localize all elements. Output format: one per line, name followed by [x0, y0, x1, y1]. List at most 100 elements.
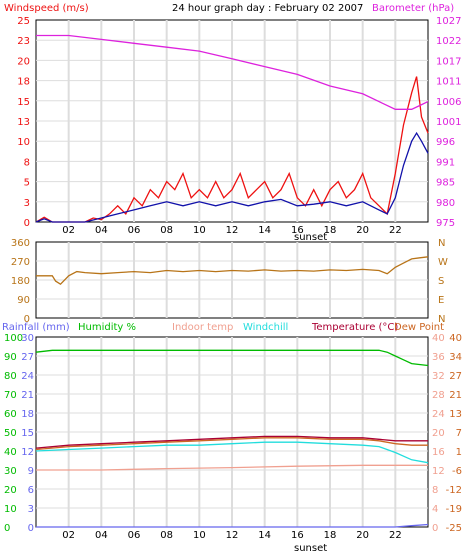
x-tick-label: 02: [62, 530, 75, 541]
barometer-y-tick-label: 985: [436, 178, 455, 189]
humidity-y-tick-label: 80: [4, 371, 17, 382]
rainfall-y-tick-label: 30: [21, 333, 34, 344]
direction-y-tick-label: 90: [17, 295, 30, 306]
humidity-y-tick-label: 40: [4, 447, 17, 458]
rainfall-y-tick-label: 21: [21, 390, 34, 401]
wind-y-tick-label: 10: [17, 137, 30, 148]
x-tick-label: 08: [160, 530, 173, 541]
x-tick-label: 22: [389, 225, 402, 236]
wind-y-tick-label: 25: [17, 16, 30, 27]
wind-y-tick-label: 15: [17, 97, 30, 108]
sunset-label-2: sunset: [294, 543, 327, 554]
indoor-y-tick-label: 40: [432, 333, 445, 344]
x-tick-label: 12: [226, 530, 239, 541]
indoor-y-tick-label: 16: [432, 447, 445, 458]
barometer-axis-label: Barometer (hPa): [372, 3, 454, 14]
indoor-y-tick-label: 4: [432, 504, 438, 515]
compass-tick-label: N: [438, 314, 445, 325]
temperature-y-tick-label: -6: [452, 466, 462, 477]
temperature-y-tick-label: 27: [449, 371, 462, 382]
compass-tick-label: N: [438, 238, 445, 249]
x-tick-label: 10: [193, 225, 206, 236]
barometer-y-tick-label: 991: [436, 157, 455, 168]
x-tick-label: 20: [356, 530, 369, 541]
barometer-y-tick-label: 1017: [436, 56, 461, 67]
series-lines: [35, 34, 429, 528]
series-line: [36, 523, 429, 528]
rainfall-y-tick-label: 9: [28, 466, 34, 477]
temperature-y-tick-label: 1: [456, 447, 462, 458]
wind-y-tick-label: 18: [17, 77, 30, 88]
wind-y-tick-label: 13: [17, 117, 30, 128]
rainfall-y-tick-label: 24: [21, 371, 34, 382]
barometer-y-tick-label: 1022: [436, 36, 461, 47]
compass-tick-label: W: [438, 257, 448, 268]
barometer-y-tick-label: 975: [436, 218, 455, 229]
x-tick-label: 06: [128, 530, 141, 541]
wind-y-tick-label: 5: [24, 178, 30, 189]
series-line: [35, 437, 428, 451]
indoor-y-tick-label: 20: [432, 428, 445, 439]
rainfall-axis-label: Rainfall (mm): [2, 322, 70, 333]
temperature-axis-label: Temperature (°C): [311, 322, 398, 333]
temperature-y-tick-label: -12: [446, 485, 462, 496]
rainfall-y-tick-label: 27: [21, 352, 34, 363]
humidity-y-tick-label: 0: [4, 523, 10, 534]
temperature-y-tick-label: -25: [446, 523, 462, 534]
x-tick-label: 14: [258, 530, 271, 541]
series-line: [36, 34, 429, 110]
direction-y-tick-label: 360: [11, 238, 30, 249]
humidity-y-tick-label: 20: [4, 485, 17, 496]
rainfall-y-tick-label: 6: [28, 485, 34, 496]
temperature-y-tick-label: -19: [446, 504, 462, 515]
dew-point-axis-label: Dew Point: [394, 322, 444, 333]
series-line: [35, 349, 429, 367]
wind-y-tick-label: 20: [17, 56, 30, 67]
indoor-y-tick-label: 32: [432, 371, 445, 382]
x-tick-label: 16: [291, 225, 304, 236]
humidity-axis-label: Humidity %: [78, 322, 136, 333]
barometer-y-tick-label: 1011: [436, 77, 461, 88]
x-tick-label: 16: [291, 530, 304, 541]
direction-y-tick-label: 270: [11, 257, 30, 268]
x-tick-label: 14: [258, 225, 271, 236]
humidity-y-tick-label: 100: [4, 333, 23, 344]
x-tick-label: 02: [62, 225, 75, 236]
x-tick-label: 08: [160, 225, 173, 236]
series-line: [36, 256, 429, 286]
direction-y-tick-label: 0: [24, 314, 30, 325]
compass-tick-label: S: [438, 276, 444, 287]
x-tick-label: 20: [356, 225, 369, 236]
sunset-label-1: sunset: [294, 232, 327, 243]
barometer-y-tick-label: 1027: [436, 16, 461, 27]
wind-y-tick-label: 8: [24, 157, 30, 168]
temperature-y-tick-label: 7: [456, 428, 462, 439]
barometer-y-tick-label: 996: [436, 137, 455, 148]
wind-y-tick-label: 23: [17, 36, 30, 47]
x-tick-label: 18: [324, 530, 337, 541]
indoor-temp-axis-label: Indoor temp: [172, 322, 233, 333]
humidity-y-tick-label: 70: [4, 390, 17, 401]
compass-tick-label: E: [438, 295, 444, 306]
wind-y-tick-label: 3: [24, 198, 30, 209]
indoor-y-tick-label: 0: [432, 523, 438, 534]
temperature-y-tick-label: 13: [449, 409, 462, 420]
series-line: [35, 435, 428, 449]
barometer-y-tick-label: 1006: [436, 97, 461, 108]
wind-y-tick-label: 0: [24, 218, 30, 229]
rainfall-y-tick-label: 12: [21, 447, 34, 458]
series-line: [35, 441, 429, 464]
x-tick-label: 18: [324, 225, 337, 236]
x-tick-label: 22: [389, 530, 402, 541]
series-line: [35, 76, 429, 223]
indoor-y-tick-label: 12: [432, 466, 445, 477]
temperature-y-tick-label: 34: [449, 352, 462, 363]
humidity-y-tick-label: 90: [4, 352, 17, 363]
barometer-y-tick-label: 1001: [436, 117, 461, 128]
indoor-y-tick-label: 8: [432, 485, 438, 496]
x-tick-label: 04: [95, 225, 108, 236]
temperature-y-tick-label: 40: [449, 333, 462, 344]
